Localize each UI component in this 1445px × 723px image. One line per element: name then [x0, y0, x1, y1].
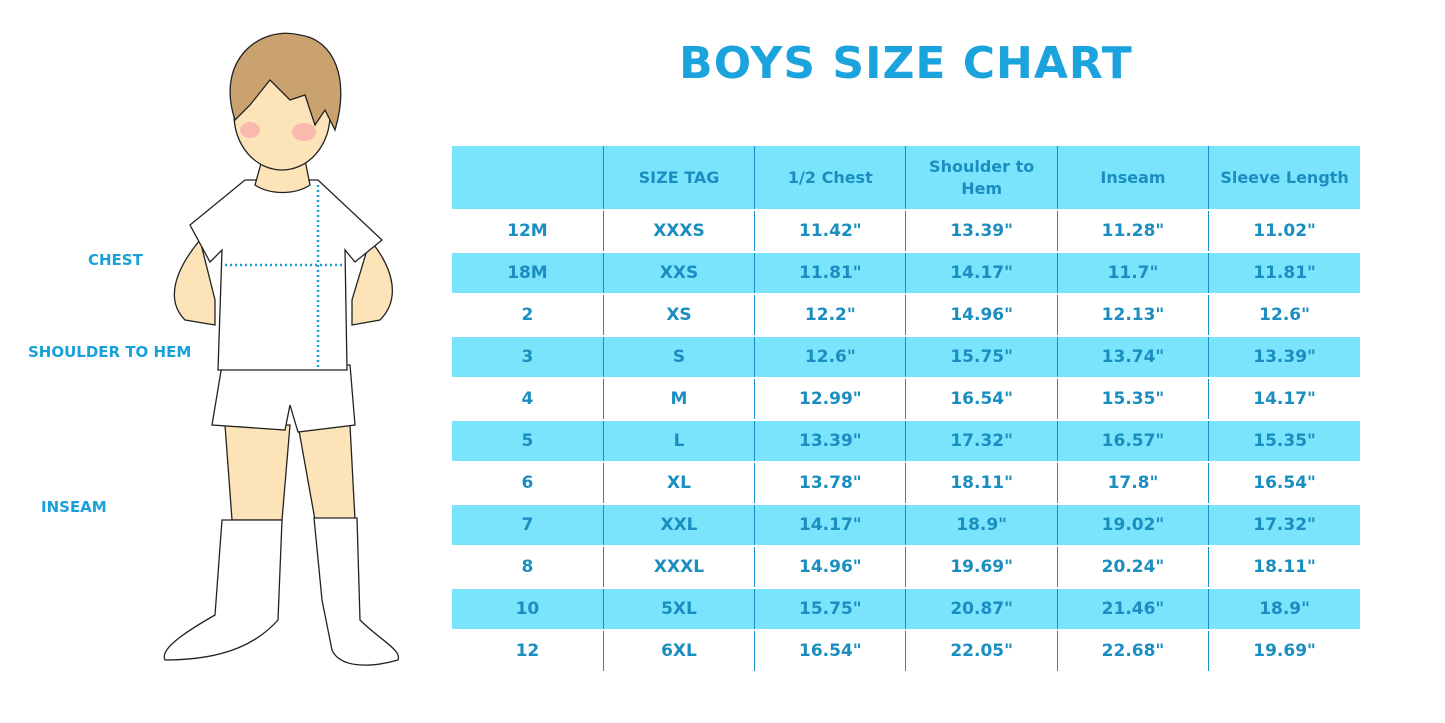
table-cell: 12.13"	[1056, 293, 1209, 336]
right-sock	[313, 517, 399, 666]
table-cell: 10	[452, 587, 604, 630]
inseam-label: INSEAM	[41, 498, 107, 516]
column-header: 1/2 Chest	[754, 146, 906, 210]
table-cell: 13.74"	[1056, 335, 1209, 378]
table-cell: 22.05"	[905, 629, 1058, 671]
table-row: 3 S 12.6" 15.75" 13.74" 13.39"	[452, 335, 1360, 378]
table-cell: 15.35"	[1208, 419, 1360, 462]
table-cell: 13.78"	[754, 461, 906, 504]
table-cell: 6	[452, 461, 604, 504]
table-cell: S	[602, 335, 755, 378]
table-cell: 12M	[452, 209, 604, 252]
chart-title: BOYS SIZE CHART	[679, 38, 1133, 89]
table-cell: 16.54"	[754, 629, 906, 671]
table-cell: 15.35"	[1056, 377, 1209, 420]
table-cell: 17.8"	[1056, 461, 1209, 504]
table-cell: 13.39"	[754, 419, 906, 462]
table-cell: 18.9"	[905, 503, 1058, 546]
table-cell: XS	[602, 293, 755, 336]
table-cell: 15.75"	[905, 335, 1058, 378]
table-row: 2 XS 12.2" 14.96" 12.13" 12.6"	[452, 293, 1360, 336]
table-cell: XL	[602, 461, 755, 504]
table-cell: XXXL	[602, 545, 755, 588]
table-cell: 16.57"	[1056, 419, 1209, 462]
table-cell: 7	[452, 503, 604, 546]
shoulder-to-hem-label: SHOULDER TO HEM	[28, 343, 192, 361]
table-cell: 12.6"	[754, 335, 906, 378]
table-row: 10 5XL 15.75" 20.87" 21.46" 18.9"	[452, 587, 1360, 630]
table-cell: 12.99"	[754, 377, 906, 420]
column-header: SIZE TAG	[602, 146, 755, 210]
table-cell: 15.75"	[754, 587, 906, 630]
size-table: SIZE TAG 1/2 Chest Shoulder to Hem Inseam Sl…	[452, 146, 1360, 671]
table-cell: 13.39"	[1208, 335, 1360, 378]
right-arm	[351, 238, 393, 326]
table-cell: 5XL	[602, 587, 755, 630]
table-cell: XXXS	[602, 209, 755, 252]
table-row: 8 XXXL 14.96" 19.69" 20.24" 18.11"	[452, 545, 1360, 588]
table-cell: 4	[452, 377, 604, 420]
table-cell: 11.02"	[1208, 209, 1360, 252]
table-cell: 11.42"	[754, 209, 906, 252]
table-cell: 3	[452, 335, 604, 378]
column-header	[452, 146, 604, 210]
left-leg	[224, 424, 291, 521]
table-cell: 14.17"	[905, 251, 1058, 294]
table-row: 12M XXXS 11.42" 13.39" 11.28" 11.02"	[452, 209, 1360, 252]
table-cell: 20.24"	[1056, 545, 1209, 588]
table-row: 6 XL 13.78" 18.11" 17.8" 16.54"	[452, 461, 1360, 504]
table-cell: 6XL	[602, 629, 755, 671]
table-cell: 14.17"	[1208, 377, 1360, 420]
column-header: Inseam	[1056, 146, 1209, 210]
boy-illustration	[163, 32, 399, 666]
table-row: 7 XXL 14.17" 18.9" 19.02" 17.32"	[452, 503, 1360, 546]
table-cell: 18.11"	[1208, 545, 1360, 588]
hair	[229, 32, 342, 132]
table-cell: 11.7"	[1056, 251, 1209, 294]
table-cell: 22.68"	[1056, 629, 1209, 671]
left-arm	[173, 238, 216, 326]
table-cell: 11.81"	[754, 251, 906, 294]
table-cell: 12.6"	[1208, 293, 1360, 336]
table-row: 4 M 12.99" 16.54" 15.35" 14.17"	[452, 377, 1360, 420]
table-cell: 19.69"	[1208, 629, 1360, 671]
table-cell: 17.32"	[905, 419, 1058, 462]
column-header: Sleeve Length	[1208, 146, 1360, 210]
table-cell: 14.17"	[754, 503, 906, 546]
chest-label: CHEST	[88, 251, 143, 269]
table-cell: 20.87"	[905, 587, 1058, 630]
table-cell: 18.9"	[1208, 587, 1360, 630]
table-cell: XXL	[602, 503, 755, 546]
table-cell: 16.54"	[1208, 461, 1360, 504]
table-row: 5 L 13.39" 17.32" 16.57" 15.35"	[452, 419, 1360, 462]
table-cell: 18.11"	[905, 461, 1058, 504]
table-cell: 12.2"	[754, 293, 906, 336]
table-cell: 18M	[452, 251, 604, 294]
left-sock	[163, 519, 283, 661]
table-cell: 16.54"	[905, 377, 1058, 420]
table-cell: XXS	[602, 251, 755, 294]
table-cell: 8	[452, 545, 604, 588]
table-row: 12 6XL 16.54" 22.05" 22.68" 19.69"	[452, 629, 1360, 671]
table-cell: L	[602, 419, 755, 462]
table-cell: 14.96"	[905, 293, 1058, 336]
table-cell: 14.96"	[754, 545, 906, 588]
table-cell: 11.28"	[1056, 209, 1209, 252]
column-header: Shoulder to Hem	[905, 146, 1058, 210]
table-cell: 2	[452, 293, 604, 336]
table-cell: 5	[452, 419, 604, 462]
table-row: 18M XXS 11.81" 14.17" 11.7" 11.81"	[452, 251, 1360, 294]
shorts	[211, 364, 356, 433]
table-cell: 12	[452, 629, 604, 671]
table-cell: 19.02"	[1056, 503, 1209, 546]
table-cell: 17.32"	[1208, 503, 1360, 546]
table-cell: 21.46"	[1056, 587, 1209, 630]
table-header-row: SIZE TAG 1/2 Chest Shoulder to Hem Inseam Sl…	[452, 146, 1360, 210]
table-cell: 19.69"	[905, 545, 1058, 588]
table-cell: M	[602, 377, 755, 420]
right-leg	[297, 424, 356, 521]
table-cell: 11.81"	[1208, 251, 1360, 294]
shirt	[189, 179, 383, 371]
table-cell: 13.39"	[905, 209, 1058, 252]
